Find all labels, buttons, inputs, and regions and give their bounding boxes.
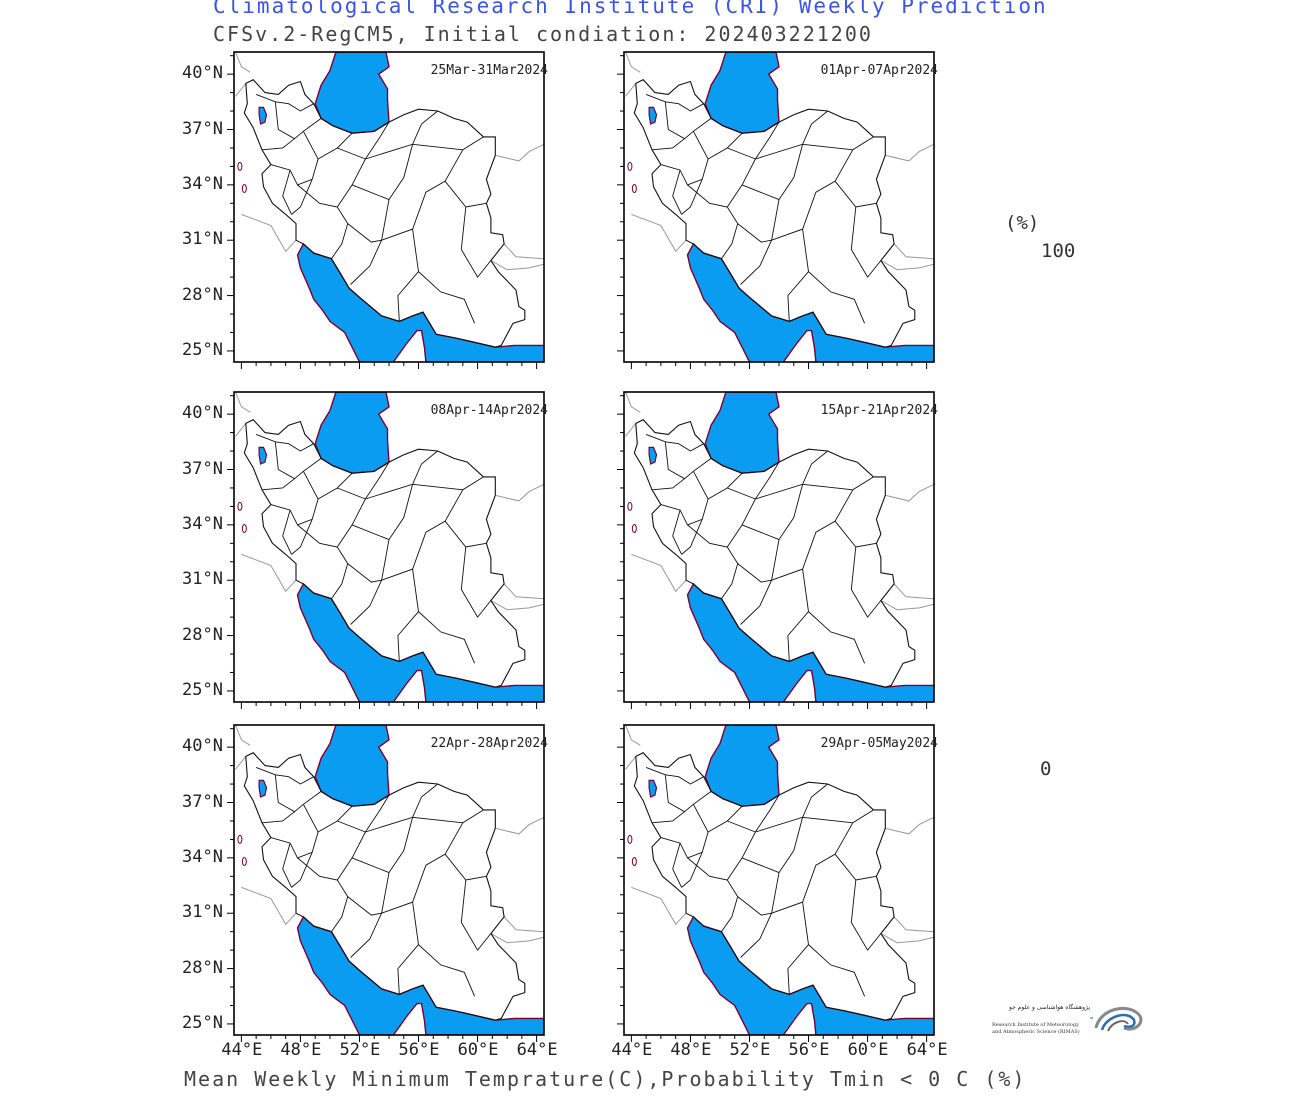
- longitude-label: 44°E: [611, 1040, 653, 1060]
- latitude-label: 28°N: [182, 284, 223, 305]
- longitude-label: 64°E: [906, 1040, 948, 1060]
- map-panel-4: 15Apr-21Apr2024: [617, 391, 938, 709]
- latitude-label: 34°N: [182, 173, 223, 194]
- longitude-label: 56°E: [398, 1040, 440, 1060]
- map-panel-5: 22Apr-28Apr2024: [227, 724, 548, 1042]
- latitude-label: 34°N: [182, 513, 223, 534]
- longitude-label: 48°E: [670, 1040, 712, 1060]
- logo-name-en-1: Research Institute of Meteorology: [992, 1022, 1079, 1028]
- latitude-label: 25°N: [182, 1012, 223, 1033]
- latitude-label: 31°N: [182, 229, 223, 250]
- colorbar-max-label: 100: [1041, 240, 1076, 262]
- latitude-label: 40°N: [182, 403, 223, 424]
- iran-map: [617, 391, 935, 709]
- map-panel-1: 25Mar-31Mar2024: [227, 51, 548, 369]
- page-subtitle: CFSv.2-RegCM5, Initial condiation: 20240…: [213, 22, 873, 46]
- rimas-logo: پژوهشگاه هواشناسی و علوم جو Research Ins…: [990, 998, 1146, 1040]
- longitude-label: 56°E: [788, 1040, 830, 1060]
- latitude-label: 37°N: [182, 118, 223, 139]
- longitude-label: 64°E: [516, 1040, 558, 1060]
- rimas-swirl-icon: [1090, 1006, 1143, 1032]
- colorbar-min-label: 0: [1040, 758, 1052, 780]
- latitude-label: 31°N: [182, 569, 223, 590]
- panel-date-label: 29Apr-05May2024: [820, 736, 938, 751]
- panel-date-label: 25Mar-31Mar2024: [430, 63, 548, 78]
- iran-map: [227, 51, 545, 369]
- latitude-label: 37°N: [182, 458, 223, 479]
- iran-map: [227, 724, 545, 1042]
- latitude-label: 34°N: [182, 846, 223, 867]
- latitude-label: 28°N: [182, 624, 223, 645]
- panel-date-label: 08Apr-14Apr2024: [430, 403, 548, 418]
- longitude-label: 60°E: [457, 1040, 499, 1060]
- page-title: Climatological Research Institute (CRI) …: [213, 0, 1048, 18]
- iran-map: [617, 724, 935, 1042]
- map-panel-6: 29Apr-05May2024: [617, 724, 938, 1042]
- latitude-label: 28°N: [182, 957, 223, 978]
- longitude-label: 44°E: [221, 1040, 263, 1060]
- latitude-label: 37°N: [182, 791, 223, 812]
- figure-caption: Mean Weekly Minimum Temprature(C),Probab…: [184, 1067, 1027, 1091]
- latitude-label: 25°N: [182, 679, 223, 700]
- latitude-label: 40°N: [182, 736, 223, 757]
- longitude-label: 52°E: [729, 1040, 771, 1060]
- iran-map: [227, 391, 545, 709]
- map-panel-2: 01Apr-07Apr2024: [617, 51, 938, 369]
- panel-date-label: 01Apr-07Apr2024: [820, 63, 938, 78]
- latitude-label: 31°N: [182, 902, 223, 923]
- iran-map: [617, 51, 935, 369]
- panel-date-label: 15Apr-21Apr2024: [820, 403, 938, 418]
- latitude-label: 25°N: [182, 339, 223, 360]
- panel-date-label: 22Apr-28Apr2024: [430, 736, 548, 751]
- map-panel-3: 08Apr-14Apr2024: [227, 391, 548, 709]
- logo-name-en-2: and Atmospheric Science (RIMAS): [992, 1029, 1080, 1035]
- longitude-label: 48°E: [280, 1040, 322, 1060]
- longitude-label: 52°E: [339, 1040, 381, 1060]
- logo-name-fa: پژوهشگاه هواشناسی و علوم جو: [1008, 1004, 1090, 1011]
- longitude-label: 60°E: [847, 1040, 889, 1060]
- colorbar-unit: (%): [1005, 212, 1040, 234]
- latitude-label: 40°N: [182, 63, 223, 84]
